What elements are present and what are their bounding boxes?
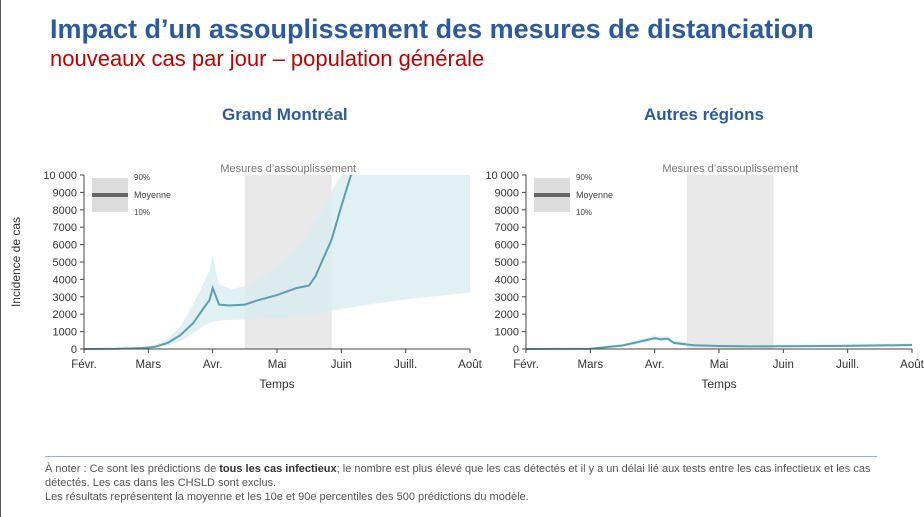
y-tick-label: 1000 <box>53 327 77 339</box>
x-tick-label: Avr. <box>645 359 665 371</box>
x-axis-label: Temps <box>701 377 736 391</box>
y-tick-label: 6000 <box>53 240 77 252</box>
legend-label-10: 10% <box>576 208 592 217</box>
x-tick-label: Mai <box>710 359 729 371</box>
y-tick-label: 7000 <box>53 222 77 234</box>
y-tick-label: 4000 <box>495 274 519 286</box>
x-tick-label: Juill. <box>836 359 859 371</box>
y-tick-label: 6000 <box>495 240 519 252</box>
page-title: Impact d’un assouplissement des mesures … <box>50 14 814 44</box>
y-tick-label: 8000 <box>495 205 519 217</box>
y-tick-label: 10 000 <box>485 170 519 182</box>
x-tick-label: Févr. <box>71 359 97 371</box>
y-tick-label: 8000 <box>53 205 77 217</box>
x-tick-label: Août <box>900 359 924 371</box>
legend-label-mean: Moyenne <box>134 190 171 200</box>
page-subtitle: nouveaux cas par jour – population génér… <box>50 46 485 71</box>
y-tick-label: 0 <box>71 344 77 356</box>
x-axis-label: Temps <box>259 377 294 391</box>
footnote-1: À noter : Ce sont les prédictions de tou… <box>45 462 910 490</box>
footnote-1-bold: tous les cas infectieux <box>219 463 337 475</box>
x-tick-label: Juin <box>773 359 794 371</box>
x-tick-label: Août <box>458 359 482 371</box>
y-tick-label: 2000 <box>495 309 519 321</box>
y-tick-label: 3000 <box>495 292 519 304</box>
relaxation-period-shading <box>686 175 774 349</box>
x-tick-label: Juin <box>331 359 352 371</box>
x-tick-label: Juill. <box>394 359 417 371</box>
x-tick-label: Mars <box>578 359 604 371</box>
y-tick-label: 0 <box>513 344 519 356</box>
y-tick-label: 10 000 <box>43 170 77 182</box>
footnote-1-suffix: ; le nombre est plus élevé que les cas d… <box>45 463 871 489</box>
y-tick-label: 3000 <box>53 292 77 304</box>
relaxation-period-label: Mesures d’assouplissement <box>220 163 356 175</box>
frame-border <box>0 0 1 517</box>
y-tick-label: 2000 <box>53 309 77 321</box>
footnote-2: Les résultats représentent la moyenne et… <box>45 491 529 503</box>
y-tick-label: 7000 <box>495 222 519 234</box>
x-tick-label: Mars <box>136 359 162 371</box>
percentile-band-10-90 <box>84 175 470 349</box>
footnotes: À noter : Ce sont les prédictions de tou… <box>45 462 910 504</box>
y-axis-label: Incidence de cas <box>9 217 23 307</box>
x-tick-label: Avr. <box>203 359 223 371</box>
y-tick-label: 9000 <box>495 187 519 199</box>
legend-label-90: 90% <box>576 173 592 182</box>
y-tick-label: 1000 <box>495 327 519 339</box>
footnote-1-prefix: À noter : Ce sont les prédictions de <box>45 463 220 475</box>
legend-label-10: 10% <box>134 208 150 217</box>
relaxation-period-label: Mesures d’assouplissement <box>662 163 798 175</box>
x-tick-label: Févr. <box>513 359 539 371</box>
mean-line <box>84 175 352 350</box>
y-tick-label: 5000 <box>495 257 519 269</box>
y-tick-label: 4000 <box>53 274 77 286</box>
mean-line <box>526 337 912 350</box>
chart-title-autres-regions: Autres régions <box>644 105 764 124</box>
legend-label-90: 90% <box>134 173 150 182</box>
y-tick-label: 9000 <box>53 187 77 199</box>
chart-title-grand-montreal: Grand Montréal <box>222 105 348 124</box>
y-tick-label: 5000 <box>53 257 77 269</box>
legend-label-mean: Moyenne <box>576 190 613 200</box>
notes-divider <box>45 456 877 457</box>
x-tick-label: Mai <box>268 359 287 371</box>
